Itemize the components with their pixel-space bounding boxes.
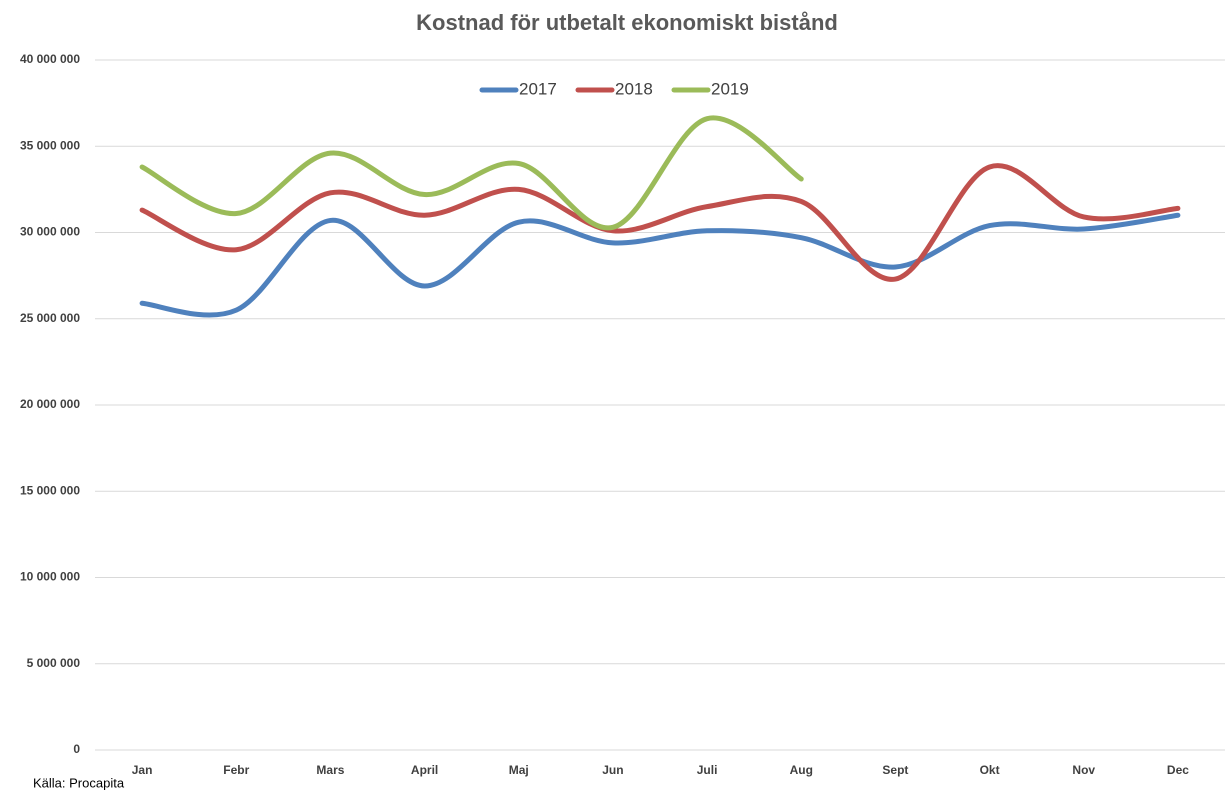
legend-label: 2017 (519, 79, 557, 98)
y-tick-label: 25 000 000 (20, 311, 80, 325)
x-tick-label: Jan (132, 763, 153, 777)
y-tick-label: 20 000 000 (20, 397, 80, 411)
y-tick-label: 10 000 000 (20, 570, 80, 584)
y-tick-label: 5 000 000 (27, 656, 81, 670)
line-series (139, 212, 1181, 318)
legend-label: 2018 (615, 79, 653, 98)
x-tick-label: Sept (882, 763, 908, 777)
x-tick-label: Febr (223, 763, 249, 777)
legend-label: 2019 (711, 79, 749, 98)
x-tick-label: Maj (509, 763, 529, 777)
x-tick-label: Okt (980, 763, 1000, 777)
y-tick-label: 35 000 000 (20, 138, 80, 152)
y-tick-label: 40 000 000 (20, 52, 80, 66)
x-tick-label: Juli (697, 763, 718, 777)
x-tick-label: Dec (1167, 763, 1189, 777)
x-tick-label: April (411, 763, 438, 777)
x-tick-label: Aug (790, 763, 813, 777)
line-series (139, 115, 804, 231)
x-tick-label: Nov (1072, 763, 1095, 777)
x-tick-label: Jun (602, 763, 623, 777)
source-note: Källa: Procapita (33, 775, 125, 790)
line-series (139, 163, 1181, 282)
y-tick-label: 0 (73, 742, 80, 756)
y-tick-label: 15 000 000 (20, 483, 80, 497)
chart-title: Kostnad för utbetalt ekonomiskt bistånd (416, 10, 838, 35)
x-tick-label: Mars (316, 763, 344, 777)
y-tick-label: 30 000 000 (20, 225, 80, 239)
